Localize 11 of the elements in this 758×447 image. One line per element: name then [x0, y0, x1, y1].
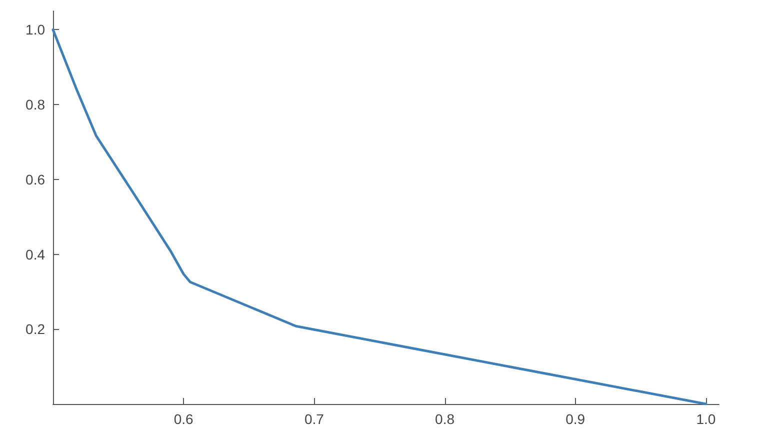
y-tick-label: 0.4 [26, 246, 46, 262]
y-tick-label: 0.2 [26, 321, 46, 338]
x-tick-label: 0.6 [174, 411, 194, 427]
x-tick-label: 0.7 [304, 411, 324, 427]
x-tick-label: 0.8 [435, 411, 455, 427]
x-tick-label: 1.0 [696, 411, 716, 427]
y-tick-label: 1.0 [26, 22, 46, 38]
y-tick-label: 0.8 [26, 96, 46, 113]
x-tick-label: 0.9 [566, 411, 586, 427]
line-series [52, 28, 708, 406]
y-tick-label: 0.6 [26, 171, 46, 188]
